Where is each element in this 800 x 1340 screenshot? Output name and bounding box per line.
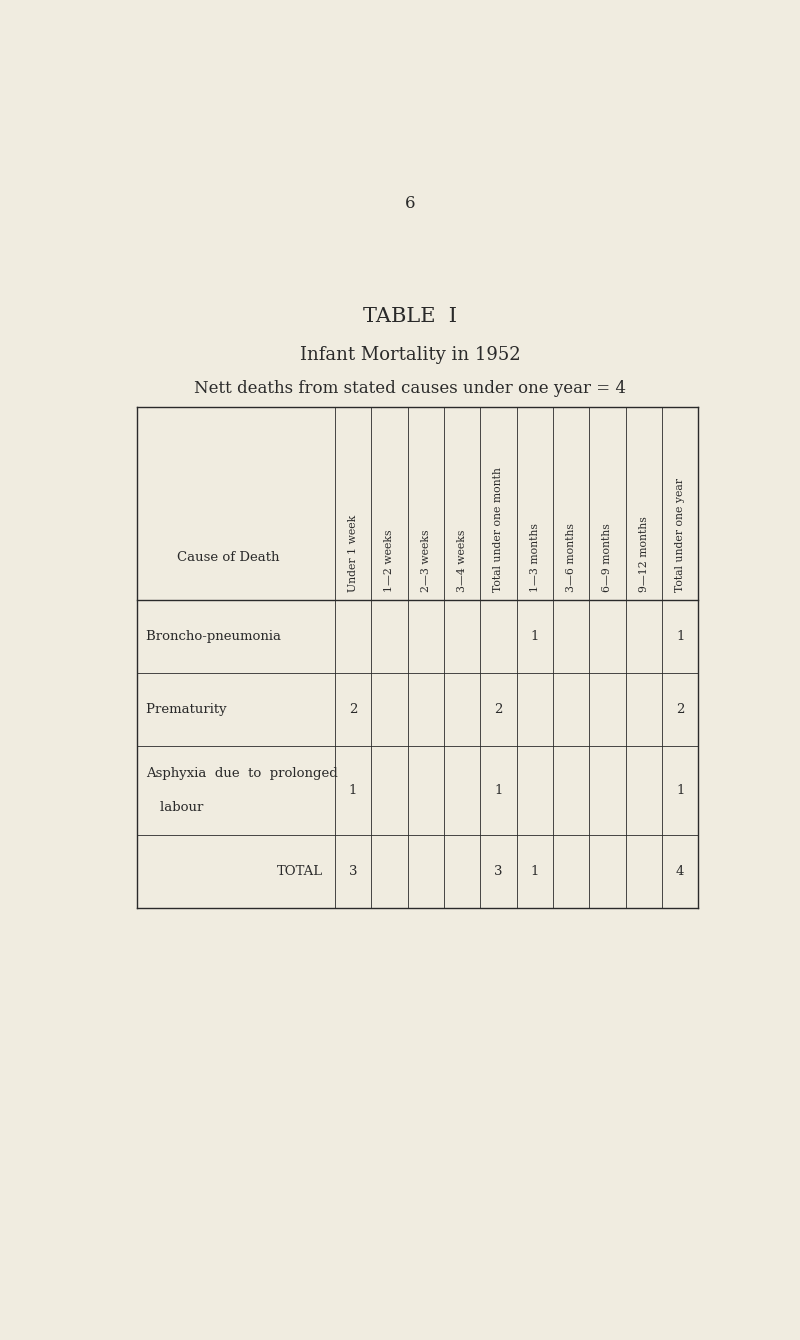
Text: 2: 2 — [349, 704, 357, 716]
Text: Total under one month: Total under one month — [494, 468, 503, 592]
Text: Asphyxia  due  to  prolonged: Asphyxia due to prolonged — [146, 766, 338, 780]
Text: 1: 1 — [676, 630, 684, 643]
Text: 3—4 weeks: 3—4 weeks — [457, 529, 467, 592]
Text: 1: 1 — [494, 784, 502, 797]
Text: 9—12 months: 9—12 months — [638, 516, 649, 592]
Text: 6: 6 — [405, 196, 415, 213]
Text: Under 1 week: Under 1 week — [348, 515, 358, 592]
Text: 3: 3 — [494, 864, 502, 878]
Text: Cause of Death: Cause of Death — [177, 551, 279, 564]
Text: TABLE  I: TABLE I — [363, 307, 457, 326]
Text: 1: 1 — [676, 784, 684, 797]
Text: 1: 1 — [349, 784, 357, 797]
Text: TOTAL: TOTAL — [277, 864, 323, 878]
Text: 3—6 months: 3—6 months — [566, 523, 576, 592]
Text: 2: 2 — [494, 704, 502, 716]
Text: Infant Mortality in 1952: Infant Mortality in 1952 — [300, 346, 520, 363]
Text: 1—2 weeks: 1—2 weeks — [384, 529, 394, 592]
Text: 3: 3 — [349, 864, 358, 878]
Text: 1: 1 — [530, 864, 539, 878]
Text: 6—9 months: 6—9 months — [602, 523, 613, 592]
Text: 4: 4 — [676, 864, 684, 878]
Text: 2: 2 — [676, 704, 684, 716]
Text: Total under one year: Total under one year — [675, 478, 685, 592]
Text: Broncho-pneumonia: Broncho-pneumonia — [146, 630, 320, 643]
Text: labour: labour — [161, 801, 267, 813]
Text: Nett deaths from stated causes under one year = 4: Nett deaths from stated causes under one… — [194, 381, 626, 397]
Text: 2—3 weeks: 2—3 weeks — [421, 529, 430, 592]
Text: Prematurity: Prematurity — [146, 704, 282, 716]
Text: 1: 1 — [530, 630, 539, 643]
Text: 1—3 months: 1—3 months — [530, 523, 540, 592]
